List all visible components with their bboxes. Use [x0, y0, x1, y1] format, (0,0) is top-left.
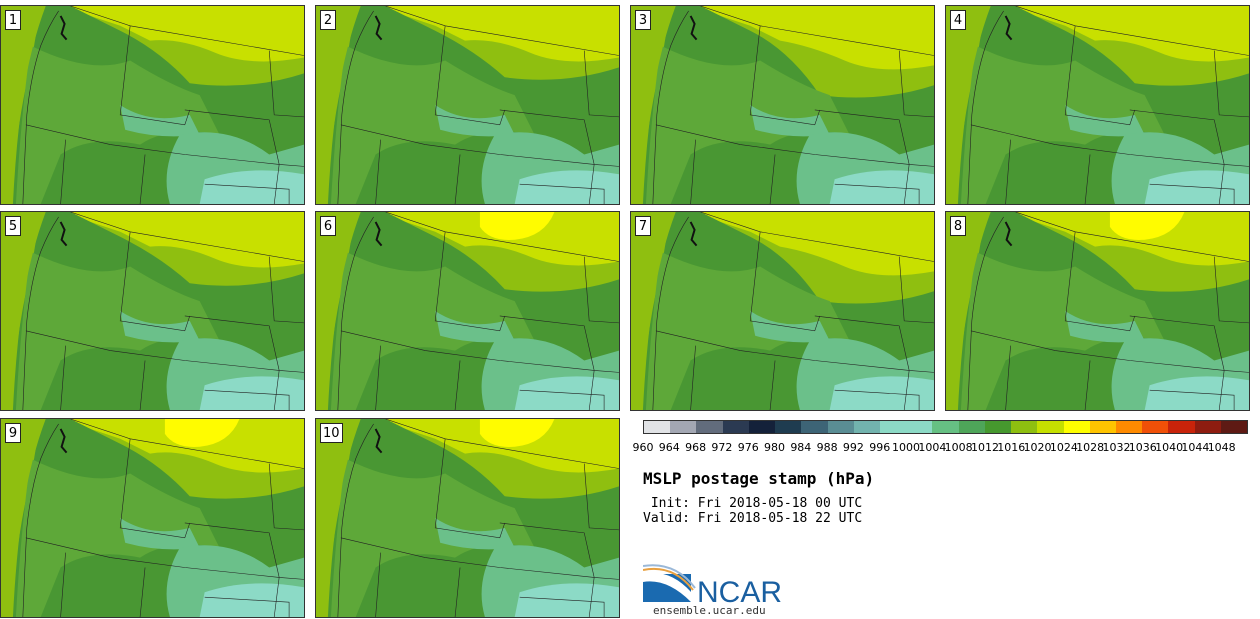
colorbar [643, 420, 1248, 434]
member-number: 3 [635, 10, 651, 30]
stamp-panel: 7 [630, 211, 935, 411]
colorbar-tick: 988 [816, 441, 838, 454]
colorbar-tick: 1024 [1049, 441, 1078, 454]
colorbar-tick: 1048 [1207, 441, 1236, 454]
colorbar-swatch [906, 421, 933, 433]
colorbar-tick: 992 [842, 441, 864, 454]
colorbar-tick: 1028 [1076, 441, 1105, 454]
ncar-logo: NCAR [643, 564, 782, 606]
valid-time: Valid: Fri 2018-05-18 22 UTC [643, 511, 863, 526]
colorbar-swatch [958, 421, 985, 433]
colorbar-swatch [1011, 421, 1038, 433]
stamp-panel: 5 [0, 211, 305, 411]
stamp-panel: 8 [945, 211, 1250, 411]
colorbar-swatch [984, 421, 1012, 433]
colorbar-tick: 1000 [892, 441, 921, 454]
colorbar-swatch [1142, 421, 1169, 433]
colorbar-tick: 1012 [970, 441, 999, 454]
colorbar-tick: 976 [737, 441, 759, 454]
stamp-panel: 3 [630, 5, 935, 205]
colorbar-tick: 1004 [918, 441, 947, 454]
colorbar-swatch [801, 421, 828, 433]
colorbar-swatch [932, 421, 959, 433]
plot-title: MSLP postage stamp (hPa) [643, 469, 875, 488]
stamp-panel: 4 [945, 5, 1250, 205]
colorbar-tick: 1036 [1128, 441, 1157, 454]
member-number: 5 [5, 216, 21, 236]
stamp-panel: 10 [315, 418, 620, 618]
member-number: 8 [950, 216, 966, 236]
member-number: 7 [635, 216, 651, 236]
colorbar-swatch [748, 421, 776, 433]
svg-text:NCAR: NCAR [697, 576, 782, 606]
member-number: 1 [5, 10, 21, 30]
colorbar-swatch [1220, 421, 1248, 433]
colorbar-tick: 996 [869, 441, 891, 454]
colorbar-tick: 964 [658, 441, 680, 454]
colorbar-swatch [853, 421, 880, 433]
colorbar-swatch [1089, 421, 1116, 433]
stamp-panel: 9 [0, 418, 305, 618]
colorbar-swatch [696, 421, 723, 433]
colorbar-tick: 1040 [1155, 441, 1184, 454]
colorbar-swatch [670, 421, 697, 433]
colorbar-tick: 1008 [944, 441, 973, 454]
colorbar-swatch [827, 421, 854, 433]
colorbar-swatch [1168, 421, 1195, 433]
colorbar-swatch [722, 421, 749, 433]
member-number: 2 [320, 10, 336, 30]
stamp-panel: 2 [315, 5, 620, 205]
member-number: 6 [320, 216, 336, 236]
init-time: Init: Fri 2018-05-18 00 UTC [643, 496, 863, 511]
colorbar-tick: 1044 [1181, 441, 1210, 454]
colorbar-tick: 960 [632, 441, 654, 454]
colorbar-tick: 1032 [1102, 441, 1131, 454]
colorbar-swatch [1037, 421, 1064, 433]
colorbar-tick: 968 [685, 441, 707, 454]
colorbar-swatch [1063, 421, 1090, 433]
colorbar-swatch [879, 421, 907, 433]
colorbar-swatch [644, 421, 671, 433]
colorbar-swatch [1115, 421, 1143, 433]
colorbar-tick: 984 [790, 441, 812, 454]
colorbar-tick: 980 [764, 441, 786, 454]
colorbar-tick: 1016 [997, 441, 1026, 454]
colorbar-tick: 972 [711, 441, 733, 454]
colorbar-swatch [1194, 421, 1221, 433]
stamp-panel: 1 [0, 5, 305, 205]
colorbar-swatch [775, 421, 802, 433]
colorbar-tick: 1020 [1023, 441, 1052, 454]
member-number: 10 [320, 423, 343, 443]
member-number: 4 [950, 10, 966, 30]
stamp-panel: 6 [315, 211, 620, 411]
ensemble-url: ensemble.ucar.edu [653, 604, 766, 617]
member-number: 9 [5, 423, 21, 443]
